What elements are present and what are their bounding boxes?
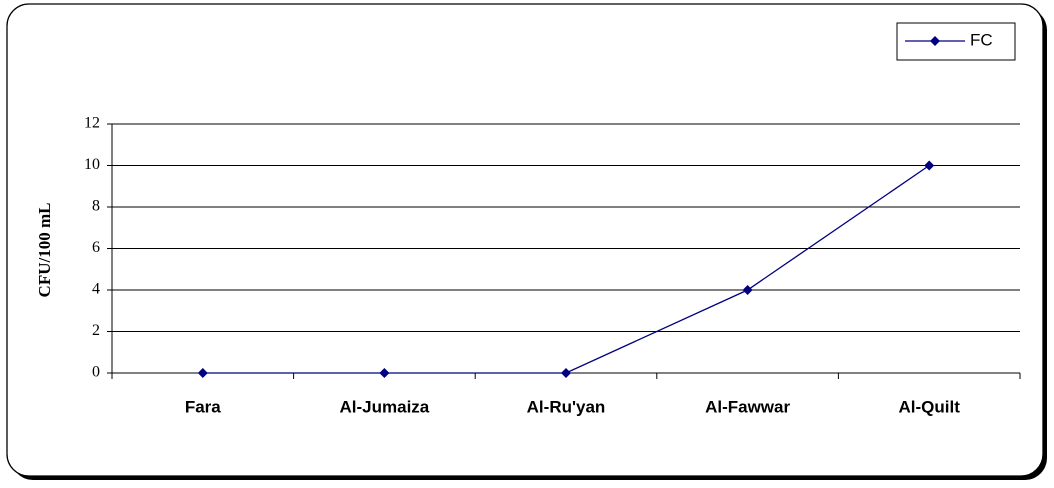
data-point: [561, 368, 571, 378]
legend-marker: [930, 36, 940, 46]
x-tick-label: Al-Ru'yan: [527, 397, 606, 416]
y-tick-label: 12: [84, 115, 100, 132]
x-tick-label: Al-Fawwar: [705, 397, 790, 416]
x-tick-label: Al-Quilt: [899, 397, 961, 416]
y-tick-label: 8: [92, 198, 100, 215]
data-point: [924, 160, 935, 171]
y-tick-label: 10: [84, 156, 100, 173]
y-tick-label: 2: [92, 322, 100, 339]
data-point: [379, 368, 390, 378]
y-axis-label: CFU/100 mL: [35, 203, 54, 298]
y-tick-label: 4: [92, 281, 100, 298]
frame: [6, 3, 1044, 477]
data-point: [742, 285, 753, 295]
legend-label: FC: [970, 30, 993, 49]
y-tick-label: 0: [92, 364, 100, 381]
x-tick-label: Fara: [185, 397, 221, 416]
y-tick-label: 6: [92, 239, 100, 256]
data-point: [197, 368, 208, 378]
x-tick-label: Al-Jumaiza: [340, 397, 430, 416]
